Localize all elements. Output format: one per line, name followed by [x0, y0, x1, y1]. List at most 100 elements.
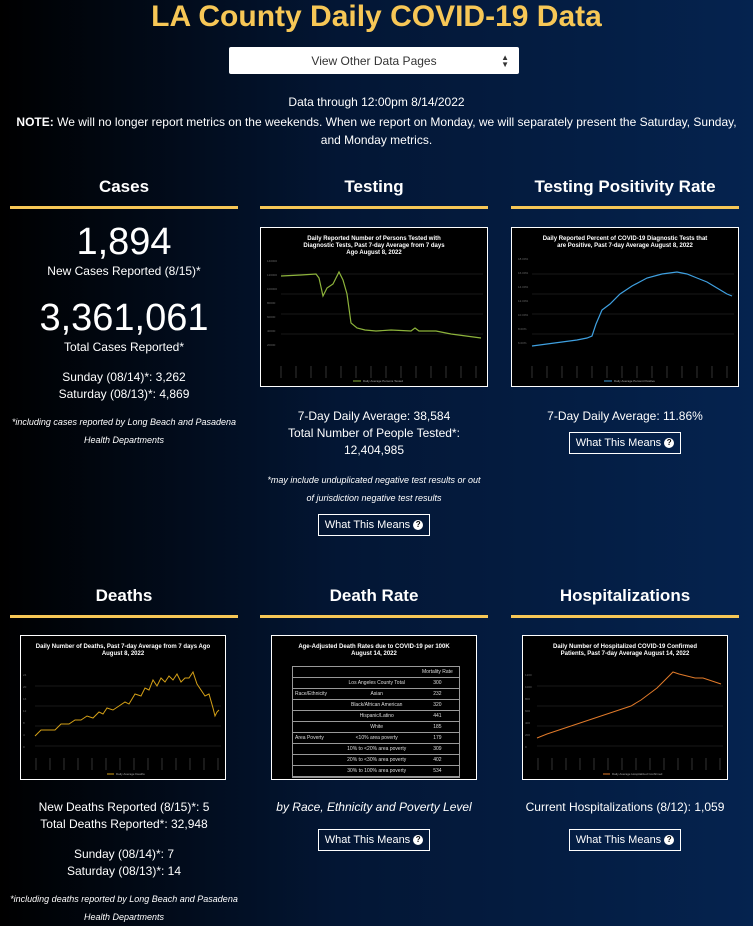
testing-section: Testing: [260, 176, 488, 209]
table-cell: White: [337, 721, 416, 733]
death-rate-chart-title: Age-Adjusted Death Rates due to COVID-19…: [298, 644, 450, 657]
death-rate-table-image: Age-Adjusted Death Rates due to COVID-19…: [271, 635, 477, 780]
deaths-sunday: Sunday (08/14)*: 7: [73, 847, 175, 861]
table-cell: 30% to 100% area poverty: [337, 765, 416, 777]
table-cell: [293, 710, 338, 722]
deaths-section: Deaths: [10, 585, 238, 618]
note-label: NOTE:: [16, 115, 54, 129]
select-updown-icon: ▲ ▼: [501, 53, 509, 69]
svg-text:18.00%: 18.00%: [518, 257, 529, 261]
positivity-chart-title: Daily Reported Percent of COVID-19 Diagn…: [542, 236, 708, 249]
positivity-divider: [511, 206, 739, 209]
svg-text:800: 800: [525, 697, 530, 701]
cases-heading: Cases: [98, 177, 150, 196]
table-cell: Asian: [337, 688, 416, 700]
table-cell: 185: [415, 721, 459, 733]
svg-text:200: 200: [525, 733, 530, 737]
deaths-info: New Deaths Reported (8/15)*: 5 Total Dea…: [10, 799, 238, 926]
page-title: LA County Daily COVID-19 Data: [151, 0, 602, 33]
table-cell: 309: [415, 743, 459, 755]
cases-section: Cases 1,894 New Cases Reported (8/15)* 3…: [10, 176, 238, 449]
cases-saturday: Saturday (08/13)*: 4,869: [58, 387, 190, 401]
table-cell: [293, 754, 338, 766]
table-cell: 534: [415, 765, 459, 777]
hospitalizations-section: Hospitalizations: [511, 585, 739, 618]
testing-chart-title: Daily Reported Number of Persons Tested …: [303, 236, 445, 256]
svg-text:16.00%: 16.00%: [518, 271, 529, 275]
hospitalizations-chart: Daily Number of Hospitalized COVID-19 Co…: [522, 635, 728, 780]
table-cell: Area Poverty: [293, 732, 338, 744]
svg-text:1000: 1000: [525, 685, 532, 689]
table-cell: Los Angeles County Total: [337, 677, 416, 689]
table-cell: Black/African American: [337, 699, 416, 711]
death-rate-section: Death Rate: [260, 585, 488, 618]
table-cell: [293, 677, 338, 689]
positivity-what-this-means-button[interactable]: What This Means?: [568, 432, 682, 454]
svg-text:16: 16: [23, 697, 27, 701]
current-hospitalizations: Current Hospitalizations (8/12): 1,059: [525, 800, 725, 814]
deaths-divider: [10, 615, 238, 618]
positivity-section: Testing Positivity Rate: [511, 176, 739, 209]
table-cell: Hispanic/Latino: [337, 710, 416, 722]
deaths-series-line: [34, 670, 220, 737]
note-text: NOTE: We will no longer report metrics o…: [10, 113, 743, 149]
positivity-series-line: [531, 271, 733, 347]
table-cell: [293, 765, 338, 777]
new-deaths: New Deaths Reported (8/15)*: 5: [38, 800, 210, 814]
data-pages-select[interactable]: View Other Data Pages ▲ ▼: [229, 47, 519, 74]
table-cell: 10% to <20% area poverty: [337, 743, 416, 755]
svg-text:40000: 40000: [267, 329, 276, 333]
hospitalizations-heading: Hospitalizations: [559, 586, 691, 605]
data-through-text: Data through 12:00pm 8/14/2022: [288, 95, 465, 109]
testing-total: Total Number of People Tested*: 12,404,9…: [288, 426, 460, 457]
table-cell: 320: [415, 699, 459, 711]
testing-info: 7-Day Daily Average: 38,584 Total Number…: [260, 408, 488, 536]
hospitalizations-series-line: [536, 671, 722, 739]
svg-text:4: 4: [23, 733, 25, 737]
table-cell: 441: [415, 710, 459, 722]
svg-text:140000: 140000: [267, 259, 277, 263]
positivity-avg: 7-Day Daily Average: 11.86%: [547, 409, 703, 423]
new-cases-value: 1,894: [76, 221, 172, 263]
testing-button-label: What This Means: [324, 519, 411, 531]
deaths-chart-title: Daily Number of Deaths, Past 7-day Avera…: [35, 644, 211, 657]
svg-text:100000: 100000: [267, 287, 277, 291]
testing-heading: Testing: [344, 177, 404, 196]
svg-text:1200: 1200: [525, 673, 532, 677]
question-icon: ?: [664, 438, 675, 449]
svg-text:8.00%: 8.00%: [518, 327, 527, 331]
note-body: We will no longer report metrics on the …: [57, 115, 737, 147]
svg-text:80000: 80000: [267, 301, 276, 305]
svg-text:20: 20: [23, 685, 27, 689]
svg-text:400: 400: [525, 721, 530, 725]
total-deaths: Total Deaths Reported*: 32,948: [40, 817, 208, 831]
table-cell: [293, 721, 338, 733]
question-icon: ?: [413, 835, 424, 846]
table-cell: Race/Ethnicity: [293, 688, 338, 700]
cases-footnote: *including cases reported by Long Beach …: [11, 417, 237, 445]
mortality-rate-header: Mortality Rate: [415, 667, 459, 678]
testing-avg: 7-Day Daily Average: 38,584: [297, 409, 451, 423]
table-cell: 179: [415, 732, 459, 744]
testing-footnote: *may include unduplicated negative test …: [267, 475, 481, 503]
svg-text:8: 8: [23, 721, 25, 725]
death-rate-heading: Death Rate: [329, 586, 419, 605]
table-cell: <10% area poverty: [337, 732, 416, 744]
deaths-heading: Deaths: [95, 586, 153, 605]
death-rate-caption: by Race, Ethnicity and Poverty Level: [276, 800, 472, 814]
svg-text:12: 12: [23, 709, 27, 713]
positivity-info: 7-Day Daily Average: 11.86% What This Me…: [511, 408, 739, 454]
deaths-saturday: Saturday (08/13)*: 14: [66, 864, 182, 878]
death-rate-info: by Race, Ethnicity and Poverty Level Wha…: [260, 799, 488, 851]
hospitalizations-what-this-means-button[interactable]: What This Means?: [568, 829, 682, 851]
testing-what-this-means-button[interactable]: What This Means?: [317, 514, 431, 536]
deaths-footnote: *including deaths reported by Long Beach…: [10, 894, 238, 922]
death-rate-table: Mortality Rate Los Angeles County Total 3…: [293, 667, 459, 777]
death-rate-divider: [260, 615, 488, 618]
svg-text:0: 0: [525, 745, 527, 749]
svg-text:0: 0: [23, 745, 25, 749]
death-rate-what-this-means-button[interactable]: What This Means?: [317, 829, 431, 851]
deaths-chart-plot: 24 20 16 12 8 4 0 Daily Average Deaths: [23, 670, 221, 776]
death-rate-button-label: What This Means: [324, 834, 411, 846]
